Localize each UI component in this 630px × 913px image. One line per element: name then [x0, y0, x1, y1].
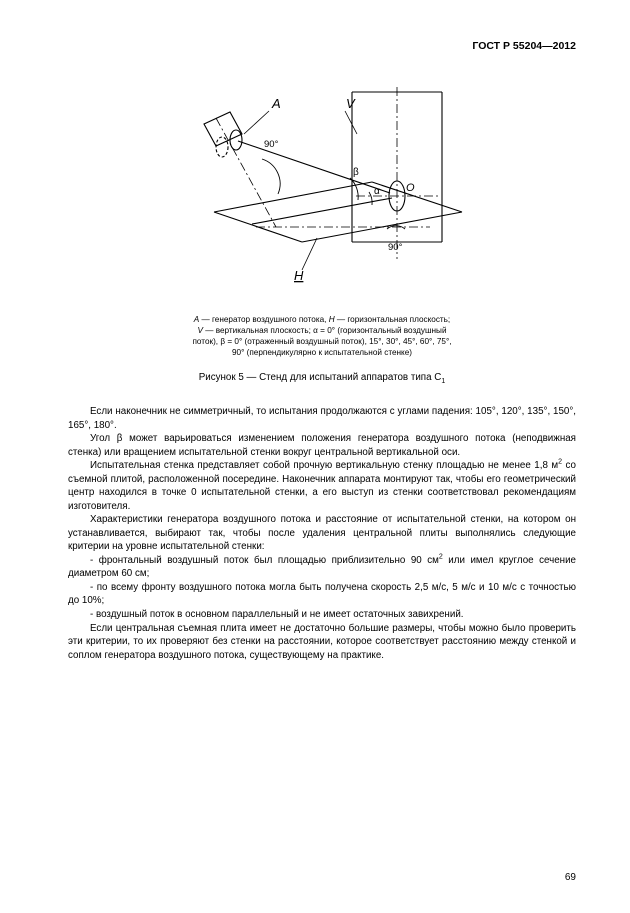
- para-5: - фронтальный воздушный поток был площад…: [68, 554, 576, 581]
- para-3: Испытательная стенка представляет собой …: [68, 459, 576, 513]
- legend-t3: поток), β = 0° (отраженный воздушный пот…: [192, 337, 451, 346]
- angle-90-top: 90°: [264, 139, 279, 150]
- p5a: - фронтальный воздушный поток был площад…: [90, 555, 439, 566]
- para-1: Если наконечник не симметричный, то испы…: [68, 405, 576, 432]
- angle-alpha: α: [374, 186, 380, 197]
- legend-t1b: — горизонтальная плоскость;: [335, 315, 451, 324]
- para-7: - воздушный поток в основном параллельны…: [68, 608, 576, 622]
- p3a: Испытательная стенка представляет собой …: [90, 460, 558, 471]
- figure-caption: Рисунок 5 — Стенд для испытаний аппарато…: [68, 372, 576, 383]
- label-A: A: [271, 96, 281, 111]
- caption-text: Рисунок 5 — Стенд для испытаний аппарато…: [199, 372, 442, 383]
- figure-block: A V H O 90° 90° α β A — генератор воздуш…: [68, 84, 576, 383]
- legend-t1: — генератор воздушного потока,: [199, 315, 328, 324]
- label-O: O: [406, 182, 415, 194]
- caption-sub: 1: [441, 378, 445, 385]
- page-number: 69: [565, 872, 576, 883]
- para-8: Если центральная съемная плита имеет не …: [68, 622, 576, 663]
- figure-legend: A — генератор воздушного потока, H — гор…: [152, 314, 492, 358]
- standard-code: ГОСТ Р 55204—2012: [68, 40, 576, 52]
- label-V: V: [346, 96, 356, 111]
- para-6: - по всему фронту воздушного потока могл…: [68, 581, 576, 608]
- label-H: H: [294, 268, 304, 283]
- angle-90-bottom: 90°: [388, 242, 403, 253]
- angle-beta: β: [353, 167, 359, 178]
- legend-t2: — вертикальная плоскость; α = 0° (горизо…: [203, 326, 447, 335]
- para-2: Угол β может варьироваться изменением по…: [68, 432, 576, 459]
- test-stand-diagram: A V H O 90° 90° α β: [172, 84, 472, 302]
- body-text: Если наконечник не симметричный, то испы…: [68, 405, 576, 662]
- para-4: Характеристики генератора воздушного пот…: [68, 513, 576, 554]
- legend-t4: 90° (перпендикулярно к испытательной сте…: [232, 348, 412, 357]
